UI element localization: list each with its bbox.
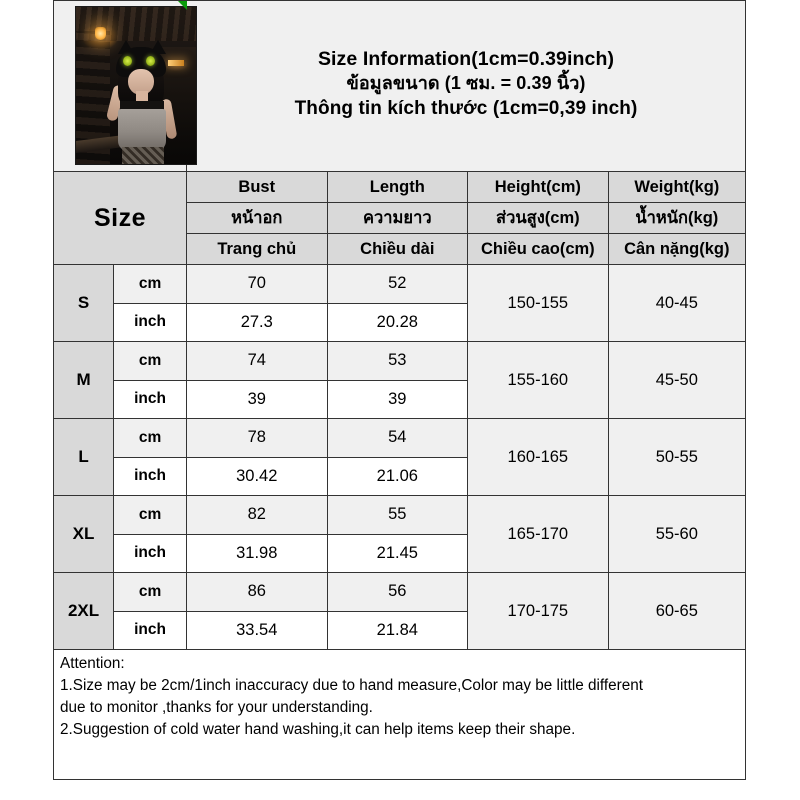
weight-m: 45-50 xyxy=(607,341,747,419)
unit-cell-inch: inch xyxy=(113,610,187,650)
header-bust-vi: Trang chủ xyxy=(186,233,328,265)
unit-cell-inch: inch xyxy=(113,379,187,419)
unit-cell-inch: inch xyxy=(113,456,187,496)
length-inch-2xl: 21.84 xyxy=(326,610,469,650)
size-cell-l: L xyxy=(52,418,115,496)
unit-cell-cm: cm xyxy=(113,418,187,458)
length-inch-s: 20.28 xyxy=(326,302,469,342)
table-row: XL cm 82 55 165-170 55-60 xyxy=(52,495,747,573)
photo-lamp-icon xyxy=(95,27,106,40)
table-row: 2XL cm 86 56 170-175 60-65 xyxy=(52,572,747,650)
product-photo xyxy=(75,6,197,165)
title-line-thai: ข้อมูลขนาด (1 ซม. = 0.39 นิ้ว) xyxy=(346,73,586,94)
weight-l: 50-55 xyxy=(607,418,747,496)
title-line-vietnamese: Thông tin kích thước (1cm=0,39 inch) xyxy=(294,98,638,120)
unit-cell-cm: cm xyxy=(113,495,187,535)
cat-eye-right-icon xyxy=(146,56,155,66)
height-xl: 165-170 xyxy=(467,495,609,573)
table-row: inch 30.42 21.06 xyxy=(54,456,746,496)
attention-line-3: 2.Suggestion of cold water hand washing,… xyxy=(60,720,576,738)
size-cell-xl: XL xyxy=(52,495,115,573)
bust-cm-l: 78 xyxy=(186,418,328,458)
bust-cm-2xl: 86 xyxy=(186,572,328,612)
size-cell-m: M xyxy=(52,341,115,419)
header-weight-vi: Cân nặng(kg) xyxy=(607,233,747,265)
size-chart-table: Size Information(1cm=0.39inch) ข้อมูลขนา… xyxy=(52,0,747,780)
height-m: 155-160 xyxy=(467,341,609,419)
bust-cm-m: 74 xyxy=(186,341,328,381)
unit-cell-cm: cm xyxy=(113,264,187,304)
unit-cell-cm: cm xyxy=(113,341,187,381)
photo-patterned-skirt xyxy=(122,147,164,164)
height-l: 160-165 xyxy=(467,418,609,496)
bust-inch-m: 39 xyxy=(186,379,328,419)
weight-s: 40-45 xyxy=(607,264,747,342)
product-photo-cell xyxy=(53,0,197,172)
header-length-en: Length xyxy=(326,171,469,203)
photo-background-light-icon xyxy=(168,60,184,66)
table-row: inch 27.3 20.28 xyxy=(54,302,746,342)
weight-xl: 55-60 xyxy=(607,495,747,573)
bust-cm-s: 70 xyxy=(186,264,328,304)
photo-grey-tube-top xyxy=(118,109,166,151)
bust-cm-xl: 82 xyxy=(186,495,328,535)
attention-heading: Attention: xyxy=(60,655,125,672)
unit-cell-inch: inch xyxy=(113,302,187,342)
table-row: M cm 74 53 155-160 45-50 xyxy=(52,341,747,419)
table-row: L cm 78 54 160-165 50-55 xyxy=(52,418,747,496)
length-cm-2xl: 56 xyxy=(326,572,469,612)
length-cm-s: 52 xyxy=(326,264,469,304)
attention-block: Attention: 1.Size may be 2cm/1inch inacc… xyxy=(53,649,746,780)
bust-inch-l: 30.42 xyxy=(186,456,328,496)
cat-eye-left-icon xyxy=(123,56,132,66)
unit-cell-inch: inch xyxy=(113,533,187,573)
photo-model-face xyxy=(128,69,154,95)
title-block: Size Information(1cm=0.39inch) ข้อมูลขนา… xyxy=(186,0,746,172)
title-line-english: Size Information(1cm=0.39inch) xyxy=(317,47,615,70)
length-inch-m: 39 xyxy=(326,379,469,419)
comment-triangle-icon xyxy=(178,1,187,10)
bust-inch-s: 27.3 xyxy=(186,302,328,342)
header-length-th: ความยาว xyxy=(326,202,469,234)
height-2xl: 170-175 xyxy=(467,572,609,650)
bust-inch-2xl: 33.54 xyxy=(186,610,328,650)
length-cm-l: 54 xyxy=(326,418,469,458)
length-inch-l: 21.06 xyxy=(326,456,469,496)
photo-model-neck xyxy=(136,91,148,103)
height-s: 150-155 xyxy=(467,264,609,342)
attention-line-1: 1.Size may be 2cm/1inch inaccuracy due t… xyxy=(60,676,643,694)
photo-top-black-band xyxy=(120,101,164,110)
length-inch-xl: 21.45 xyxy=(326,533,469,573)
attention-line-2: due to monitor ,thanks for your understa… xyxy=(60,698,373,716)
header-height-th: ส่วนสูง(cm) xyxy=(467,202,609,234)
size-cell-s: S xyxy=(52,264,115,342)
length-cm-xl: 55 xyxy=(326,495,469,535)
header-bust-th: หน้าอก xyxy=(186,202,328,234)
length-cm-m: 53 xyxy=(326,341,469,381)
header-height-vi: Chiều cao(cm) xyxy=(467,233,609,265)
header-height-en: Height(cm) xyxy=(467,171,609,203)
header-length-vi: Chiều dài xyxy=(326,233,469,265)
header-weight-en: Weight(kg) xyxy=(607,171,747,203)
unit-cell-cm: cm xyxy=(113,572,187,612)
bust-inch-xl: 31.98 xyxy=(186,533,328,573)
weight-2xl: 60-65 xyxy=(607,572,747,650)
table-row: S cm 70 52 150-155 40-45 xyxy=(52,264,747,342)
header-weight-th: น้ำหนัก(kg) xyxy=(607,202,747,234)
size-column-header: Size xyxy=(53,171,187,265)
size-cell-2xl: 2XL xyxy=(52,572,115,650)
table-row: inch 33.54 21.84 xyxy=(54,610,746,650)
header-bust-en: Bust xyxy=(186,171,328,203)
